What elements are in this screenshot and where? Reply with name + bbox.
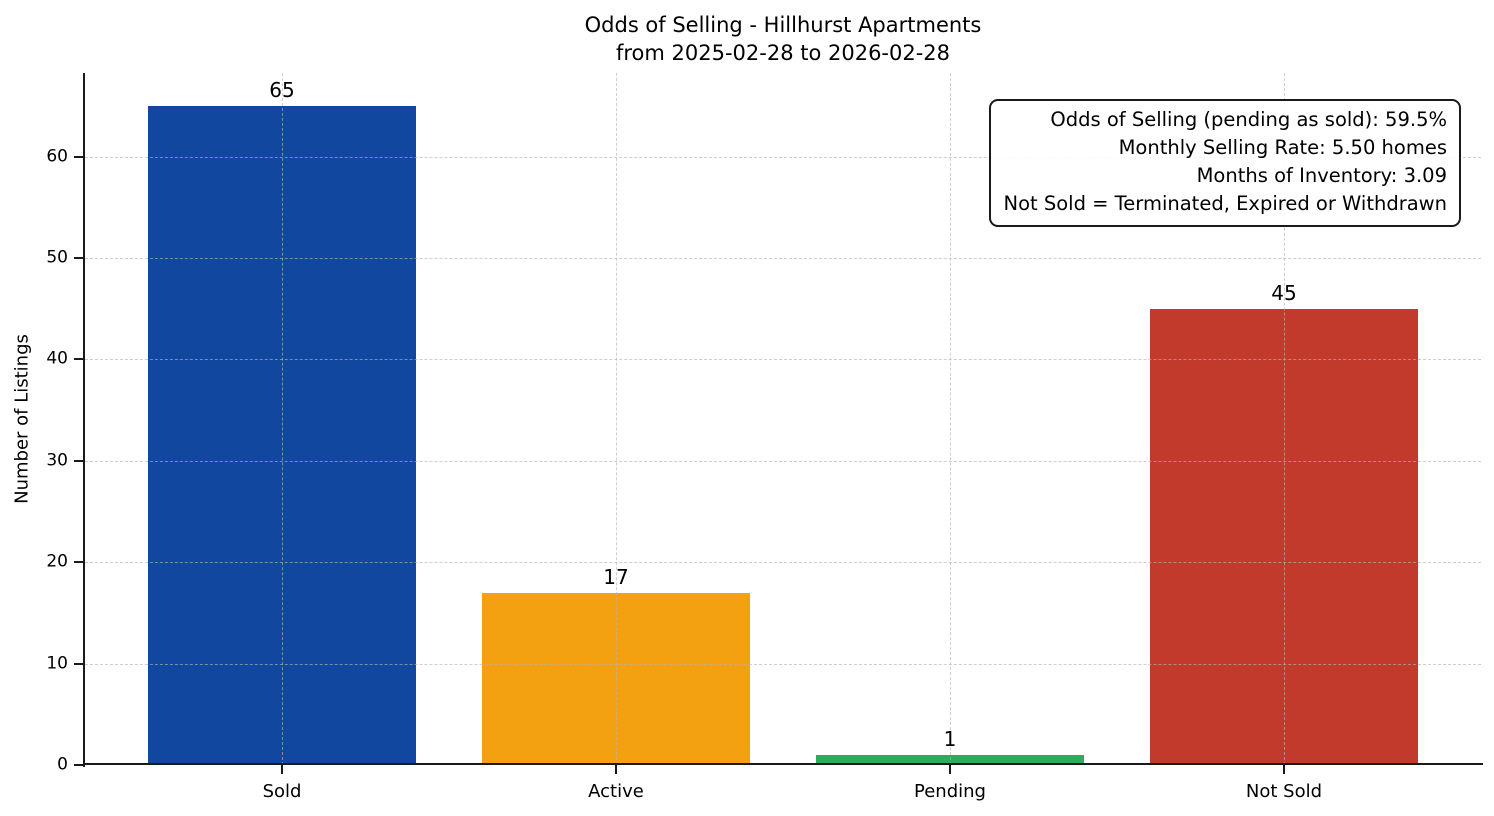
y-tick-mark: [74, 764, 83, 766]
stats-annotation-box: Odds of Selling (pending as sold): 59.5%…: [989, 99, 1461, 227]
y-tick-label: 20: [46, 551, 68, 572]
x-tick-label: Not Sold: [1245, 781, 1323, 802]
v-gridline: [616, 73, 617, 765]
annotation-not-sold-definition: Not Sold = Terminated, Expired or Withdr…: [1003, 192, 1447, 215]
x-tick-mark: [281, 765, 284, 774]
h-gridline: [85, 359, 1481, 361]
bar-not-sold: [1150, 308, 1418, 765]
y-tick-mark: [74, 561, 83, 564]
h-gridline: [85, 156, 1481, 158]
y-tick-label: 40: [46, 348, 68, 369]
y-tick-mark: [74, 358, 83, 361]
annotation-odds-of-selling: Odds of Selling (pending as sold): 59.5%: [1050, 108, 1447, 131]
bar-pending: [816, 754, 1084, 765]
h-gridline: [85, 460, 1481, 462]
x-tick-mark: [615, 765, 617, 774]
x-tick-label: Pending: [914, 781, 986, 802]
x-axis-spine: [83, 763, 1483, 765]
y-tick-mark: [74, 459, 83, 462]
plot-area: 0 10 20 30 40 50 60 65 Sold 17 Active 1 Pending 45 Not…: [46, 73, 1483, 802]
chart-subtitle: from 2025-02-28 to 2026-02-28: [615, 41, 951, 65]
x-tick-mark: [948, 765, 951, 774]
v-gridline: [282, 73, 284, 765]
y-tick-label: 0: [57, 754, 68, 775]
bar-value-label: 65: [269, 77, 295, 102]
chart-title: Odds of Selling - Hillhurst Apartments: [584, 13, 982, 37]
x-tick-mark: [1282, 765, 1285, 774]
y-axis-label: Number of Listings: [11, 334, 33, 504]
y-tick-label: 30: [46, 450, 68, 471]
y-tick-label: 50: [46, 247, 68, 268]
h-gridline: [85, 258, 1481, 260]
y-tick-mark: [74, 257, 83, 260]
h-gridline: [85, 663, 1481, 665]
x-tick-label: Active: [588, 781, 644, 802]
bar-value-label: 1: [943, 726, 957, 751]
bar-value-label: 17: [603, 564, 629, 589]
y-tick-label: 60: [46, 146, 68, 167]
bar-value-label: 45: [1271, 280, 1297, 305]
y-tick-mark: [74, 662, 83, 665]
y-axis-spine: [83, 73, 85, 767]
x-tick-label: Sold: [262, 781, 302, 802]
v-gridline: [949, 73, 951, 765]
y-tick-label: 10: [46, 653, 68, 674]
annotation-months-of-inventory: Months of Inventory: 3.09: [1196, 164, 1447, 187]
v-gridline: [1283, 73, 1285, 765]
y-tick-mark: [74, 155, 83, 158]
annotation-monthly-selling-rate: Monthly Selling Rate: 5.50 homes: [1118, 136, 1447, 159]
h-gridline: [85, 562, 1481, 564]
